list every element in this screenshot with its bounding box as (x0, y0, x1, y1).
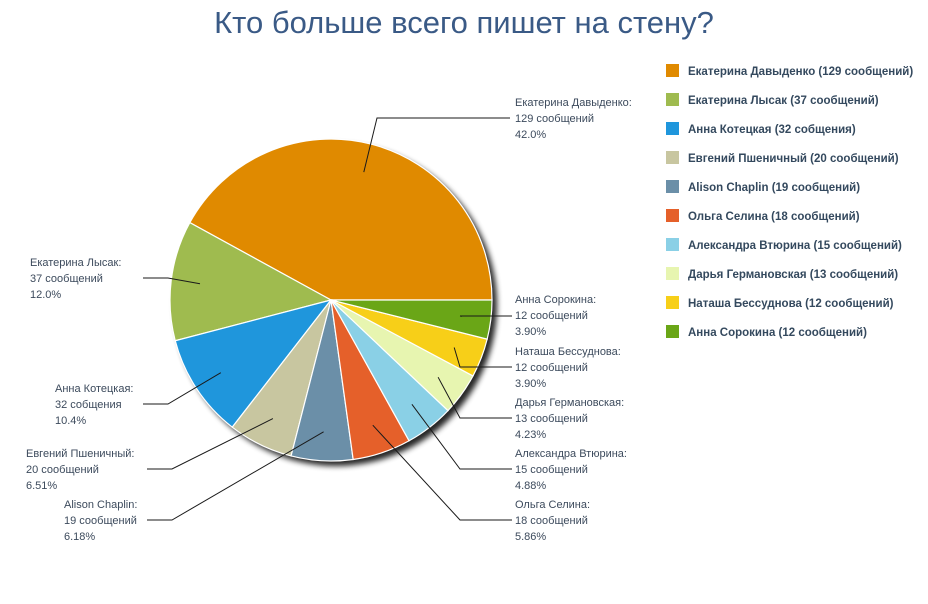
slice-label-percent: 42.0% (515, 129, 546, 141)
slice-label-name: Наташа Бессуднова: (515, 346, 621, 358)
slice-label-count: 12 сообщений (515, 362, 588, 374)
legend-swatch (666, 209, 679, 222)
legend-swatch (666, 151, 679, 164)
slice-label-percent: 12.0% (30, 289, 61, 301)
slice-label-count: 129 сообщений (515, 113, 594, 125)
label-leader-line (143, 372, 222, 405)
slice-labels: Екатерина Давыденко: 129 сообщений 42.0% Ек… (26, 97, 632, 543)
label-leader-line (147, 431, 324, 521)
legend-item-label: Александра Втюрина (15 сообщений) (688, 240, 902, 252)
legend: Екатерина Давыденко (129 сообщений) Екате… (666, 64, 913, 339)
label-leader-line (453, 347, 512, 368)
label-leader-line (147, 418, 274, 470)
legend-item-label: Alison Chaplin (19 сообщений) (688, 182, 860, 194)
legend-swatch (666, 296, 679, 309)
legend-swatch (666, 238, 679, 251)
slice-label-percent: 4.88% (515, 480, 546, 492)
legend-item-label: Екатерина Лысак (37 сообщений) (688, 95, 879, 107)
legend-item-label: Анна Котецкая (32 собщения) (688, 124, 856, 136)
slice-label-name: Екатерина Давыденко: (515, 97, 632, 109)
pie-slice (330, 299, 493, 340)
legend-swatch (666, 267, 679, 280)
pie-slice (174, 298, 333, 429)
pie-slices (169, 138, 493, 462)
label-leader-line (143, 277, 201, 285)
slice-label-count: 15 сообщений (515, 464, 588, 476)
slice-label-percent: 3.90% (515, 326, 546, 338)
chart-title: Кто больше всего пишет на стену? (214, 5, 714, 40)
slice-label-count: 12 сообщений (515, 310, 588, 322)
slice-label-percent: 10.4% (55, 415, 86, 427)
slice-label-name: Ольга Селина: (515, 499, 590, 511)
label-leader-line (411, 404, 512, 470)
legend-swatch (666, 64, 679, 77)
legend-swatch (666, 122, 679, 135)
slice-label-count: 19 сообщений (64, 515, 137, 527)
legend-swatch (666, 180, 679, 193)
legend-item-label: Наташа Бессуднова (12 сообщений) (688, 298, 894, 310)
slice-label-percent: 5.86% (515, 531, 546, 543)
slice-label-name: Александра Втюрина: (515, 448, 627, 460)
slice-label-percent: 6.51% (26, 480, 57, 492)
slice-label-count: 18 сообщений (515, 515, 588, 527)
slice-label-name: Alison Chaplin: (64, 499, 137, 511)
slice-label-name: Анна Сорокина: (515, 294, 596, 306)
slice-label-count: 32 собщения (55, 399, 122, 411)
label-leader-line (372, 424, 512, 521)
label-leader-line (437, 376, 512, 419)
legend-item-label: Екатерина Давыденко (129 сообщений) (688, 66, 913, 78)
slice-label-count: 13 сообщений (515, 413, 588, 425)
slice-label-name: Дарья Германовская: (515, 397, 624, 409)
slice-label-count: 20 сообщений (26, 464, 99, 476)
label-leaders (143, 117, 512, 521)
slice-label-percent: 6.18% (64, 531, 95, 543)
legend-swatch (666, 325, 679, 338)
slice-label-percent: 4.23% (515, 429, 546, 441)
pie-slice (169, 221, 333, 342)
slice-label-name: Евгений Пшеничный: (26, 448, 134, 460)
legend-item-label: Ольга Селина (18 сообщений) (688, 211, 860, 223)
legend-item-label: Анна Сорокина (12 сообщений) (688, 327, 867, 339)
slice-label-count: 37 сообщений (30, 273, 103, 285)
legend-item-label: Дарья Германовская (13 сообщений) (688, 269, 898, 281)
slice-label-percent: 3.90% (515, 378, 546, 390)
slice-label-name: Екатерина Лысак: (30, 257, 121, 269)
legend-item-label: Евгений Пшеничный (20 сообщений) (688, 153, 899, 165)
slice-label-name: Анна Котецкая: (55, 383, 133, 395)
label-leader-line (363, 117, 510, 173)
legend-swatch (666, 93, 679, 106)
